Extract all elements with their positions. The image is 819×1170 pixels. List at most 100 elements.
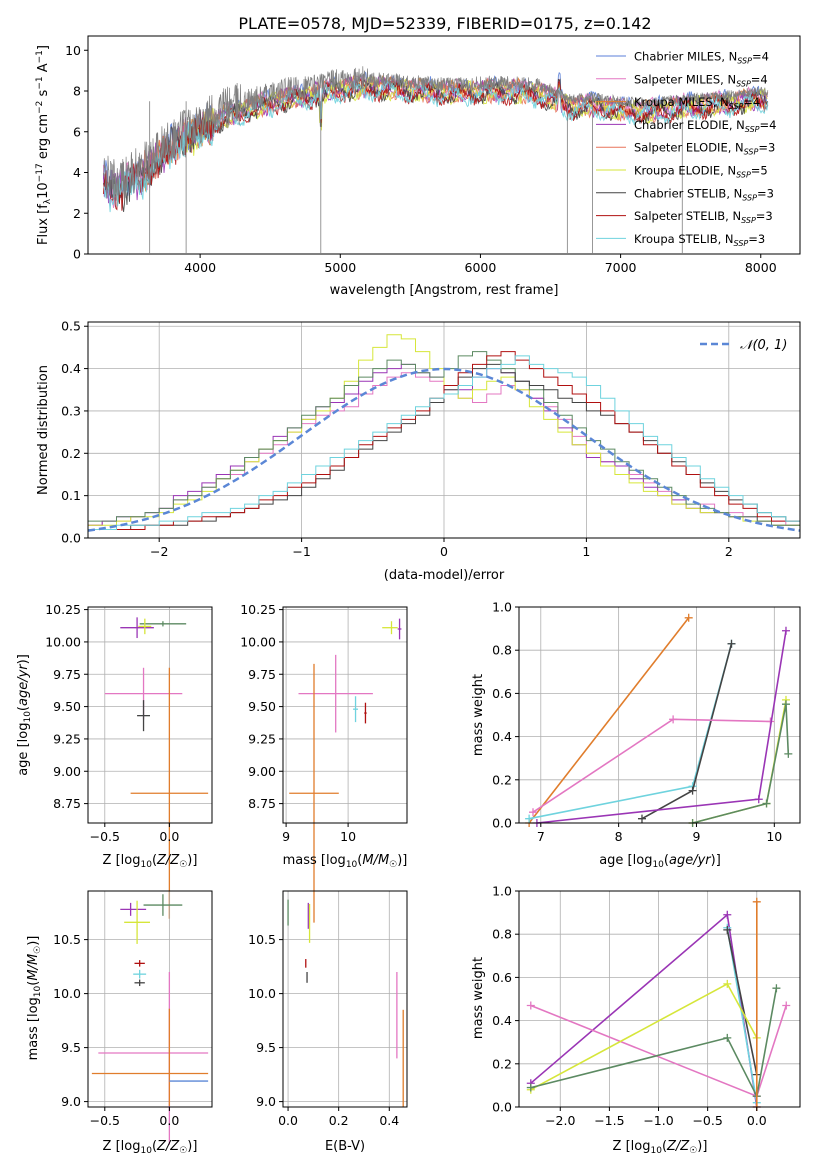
weight-age-marker (781, 626, 790, 635)
spectrum-xtick-label: 4000 (184, 260, 216, 275)
mass-ebv-xtick-label: 0.2 (329, 1113, 349, 1128)
spectrum-ytick-label: 4 (73, 165, 81, 180)
histogram-ytick-label: 0.4 (61, 361, 81, 376)
age-Z-ytick-label: 10.25 (45, 602, 81, 617)
age-Z-ytick-label: 8.75 (53, 796, 81, 811)
weight-age-marker (669, 715, 678, 724)
age-vs-mass-panel: 9 10 8.75 9.00 9.25 9.50 9.75 10.00 10.25 mass [… (240, 602, 408, 923)
histogram-xlabel: (data-model)/error (384, 568, 505, 583)
age-Z-points (104, 617, 209, 919)
age-Z-ytick-label: 9.25 (53, 731, 81, 746)
mass-Z-frame (87, 890, 213, 1108)
weight-age-marker (688, 786, 697, 795)
age-Z-ytick-label: 9.00 (53, 764, 81, 779)
legend-label: Chabrier MILES, NSSP=4 (634, 50, 769, 66)
weight-age-ylabel: mass weight (471, 674, 486, 756)
weight-age-xtick-label: 10 (766, 829, 782, 844)
spectrum-data-line (103, 66, 769, 202)
weight-age-ytick-label: 0.4 (492, 729, 512, 744)
histogram-ytick-label: 0.1 (61, 488, 81, 503)
mass-Z-ytick-label: 10.5 (53, 932, 81, 947)
age-mass-ytick-label: 10.00 (240, 634, 276, 649)
age-mass-ticks: 9 10 8.75 9.00 9.25 9.50 9.75 10.00 10.25 (240, 602, 356, 844)
weight-age-marker (762, 799, 771, 808)
mass-Z-xtick-label: 0.0 (159, 1113, 179, 1128)
spectrum-ticks: 4000 5000 6000 7000 8000 0 2 4 6 8 10 (65, 43, 777, 275)
mass-Z-ytick-label: 9.0 (61, 1094, 81, 1109)
mass-ebv-frame (282, 890, 408, 1108)
weight-age-marker (529, 808, 538, 817)
weight-Z-series-line (530, 913, 758, 1108)
age-mass-ytick-label: 10.25 (240, 602, 276, 617)
age-Z-xtick-label: 0.0 (159, 829, 179, 844)
spectrum-xtick-label: 8000 (745, 260, 777, 275)
histogram-xtick-label: 2 (725, 544, 733, 559)
histogram-legend: 𝒩(0, 1) (700, 338, 787, 353)
weight-Z-marker (782, 1001, 791, 1010)
spectrum-ytick-label: 8 (73, 84, 81, 99)
mass-Z-ytick-label: 9.5 (61, 1040, 81, 1055)
spectrum-xtick-label: 5000 (324, 260, 356, 275)
histogram-ylabel: Normed distribution (36, 365, 51, 495)
weight-age-marker (784, 749, 793, 758)
age-mass-ytick-label: 8.75 (248, 796, 276, 811)
histogram-series-group (87, 334, 801, 538)
mass-vs-ebv-panel: 0.0 0.2 0.4 9.0 9.5 10.0 10.5 E(B-V) (248, 890, 408, 1154)
age-mass-ytick-label: 9.50 (248, 699, 276, 714)
histogram-xtick-label: −2 (150, 544, 168, 559)
mass-vs-Z-panel: −0.5 0.0 9.0 9.5 10.0 10.5 Z [log10(Z/Z☉)] ma… (26, 890, 213, 1156)
normal-curve (87, 367, 801, 532)
weight-Z-ytick-label: 0.4 (492, 1013, 512, 1028)
mass-Z-ylabel: mass [log10(M/M☉)] (26, 936, 43, 1061)
weight-age-series-line (528, 643, 733, 820)
weight-Z-series-line (530, 988, 778, 1099)
mass-ebv-ytick-label: 10.0 (248, 986, 276, 1001)
weight-age-marker (684, 613, 693, 622)
age-vs-Z-panel: −0.5 0.0 8.75 9.00 9.25 9.50 9.75 10.00 10.25 Z … (16, 602, 213, 919)
legend-label: Chabrier ELODIE, NSSP=4 (634, 118, 776, 134)
spectrum-ytick-label: 0 (73, 247, 81, 262)
weight-age-marker (525, 814, 534, 823)
histogram-xtick-label: 1 (582, 544, 590, 559)
weight-Z-marker (723, 910, 732, 919)
mass-Z-ytick-label: 10.0 (53, 986, 81, 1001)
weight-Z-ytick-label: 0.6 (492, 970, 512, 985)
spectrum-ytick-label: 6 (73, 124, 81, 139)
mass-ebv-grid (283, 891, 407, 1107)
weight-age-marker (727, 639, 736, 648)
weight-Z-marker (526, 1083, 535, 1092)
mass-Z-xlabel: Z [log10(Z/Z☉)] (103, 1139, 198, 1156)
residual-histogram-panel: −2 −1 0 1 2 0.0 0.1 0.2 0.3 0.4 0.5 𝒩(0, 1) (data-… (36, 319, 801, 583)
weight-Z-xtick-label: 0.0 (747, 1113, 767, 1128)
age-mass-ytick-label: 9.00 (248, 764, 276, 779)
weight-age-ytick-label: 0.6 (492, 686, 512, 701)
mass-ebv-xtick-label: 0.4 (379, 1113, 399, 1128)
weight-age-series-line (532, 718, 771, 813)
spectrum-xlabel: wavelength [Angstrom, rest frame] (330, 283, 559, 298)
age-Z-ytick-label: 9.75 (53, 667, 81, 682)
weight-age-xtick-label: 9 (692, 829, 700, 844)
weight-Z-marker (723, 1033, 732, 1042)
weight-age-xtick-label: 7 (537, 829, 545, 844)
histogram-xtick-label: −1 (292, 544, 310, 559)
weight-Z-ytick-label: 0.0 (492, 1100, 512, 1115)
legend-label: Salpeter MILES, NSSP=4 (634, 72, 768, 88)
weight-age-ytick-label: 1.0 (492, 600, 512, 615)
weight-Z-xtick-label: −0.5 (692, 1113, 722, 1128)
mass-ebv-ytick-label: 10.5 (248, 932, 276, 947)
mass-Z-xtick-label: −0.5 (90, 1113, 120, 1128)
age-Z-xlabel: Z [log10(Z/Z☉)] (103, 853, 198, 870)
weight-age-grid (519, 606, 800, 824)
weight-Z-ticks: −2.0 −1.5 −1.0 −0.5 0.0 0.0 0.2 0.4 0.6 0.8 1.0 (492, 884, 767, 1129)
legend-label: Kroupa ELODIE, NSSP=5 (634, 164, 768, 180)
mass-ebv-xlabel: E(B-V) (325, 1139, 365, 1154)
mass-Z-points (91, 894, 209, 1145)
weight-age-ticks: 7 8 9 10 0.0 0.2 0.4 0.6 0.8 1.0 (492, 600, 782, 845)
histogram-ytick-label: 0.2 (61, 446, 81, 461)
weight-age-xlabel: age [log10(age/yr)] (599, 853, 721, 870)
weight-Z-ytick-label: 0.8 (492, 927, 512, 942)
mass-ebv-xtick-label: 0.0 (278, 1113, 298, 1128)
spectrum-legend: Chabrier MILES, NSSP=4 Salpeter MILES, NS… (596, 50, 776, 248)
legend-label: Salpeter ELODIE, NSSP=3 (634, 141, 775, 157)
